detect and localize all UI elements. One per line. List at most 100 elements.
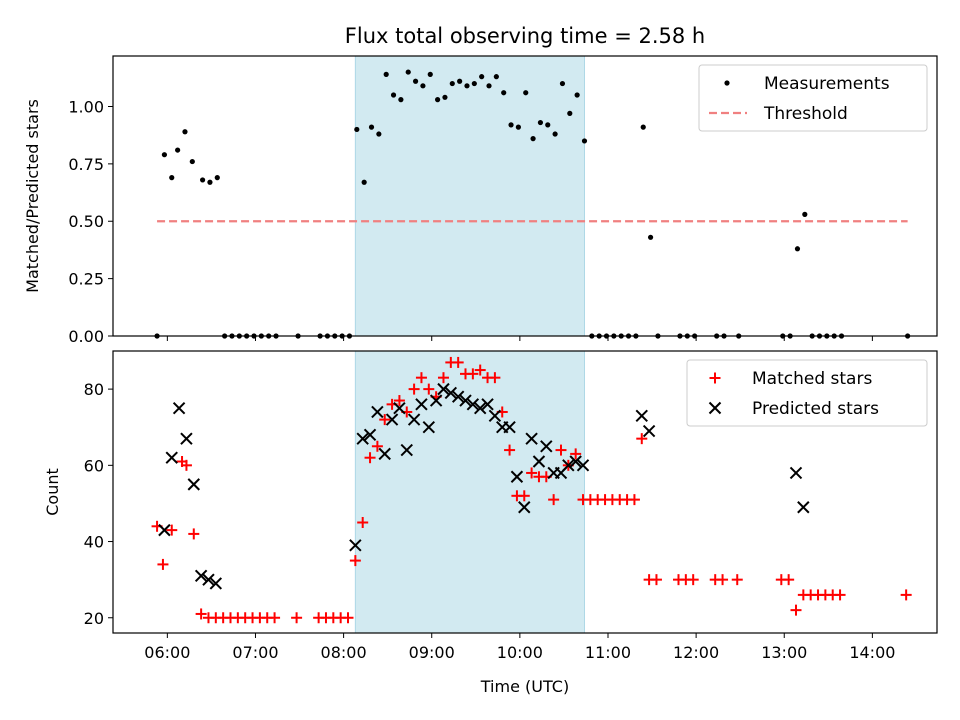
y-tick-label: 0.00 — [68, 327, 104, 346]
x-tick-label: 14:00 — [849, 643, 895, 662]
x-stroke — [635, 409, 648, 422]
measurement-point — [214, 175, 220, 181]
predicted-star-point — [363, 428, 377, 442]
top-panel: 0.00 0.25 0.50 0.75 1.00 Matched/Predicted st… — [23, 55, 938, 346]
measurement-point — [486, 83, 492, 89]
predicted-star-point — [400, 443, 413, 457]
predicted-star-point — [562, 459, 575, 472]
predicted-star-point — [503, 421, 516, 434]
matched-star-point — [437, 372, 449, 384]
measurement-point — [383, 71, 389, 77]
matched-star-point — [504, 444, 516, 456]
predicted-star-point — [371, 405, 384, 419]
predicted-star-point — [540, 440, 553, 453]
x-stroke — [393, 401, 406, 415]
predicted-star-point — [525, 432, 538, 445]
x-stroke — [481, 398, 494, 411]
y-tick-label: 80 — [84, 380, 104, 399]
predicted-star-point — [202, 573, 215, 586]
x-stroke — [525, 432, 538, 445]
x-stroke — [363, 428, 377, 442]
predicted-star-point — [444, 386, 458, 400]
legend-label: Matched stars — [752, 369, 872, 389]
x-stroke — [642, 424, 656, 438]
matched-star-point — [717, 574, 729, 586]
x-stroke — [349, 539, 362, 552]
figure-title: Flux total observing time = 2.58 h — [345, 24, 705, 48]
x-stroke — [466, 398, 480, 411]
measurement-point — [537, 119, 544, 126]
legend-marker-dot — [724, 80, 730, 86]
matched-star-point — [628, 494, 640, 506]
predicted-star-point — [407, 413, 421, 426]
measurement-point — [449, 80, 455, 87]
measurement-point — [508, 122, 514, 128]
x-stroke — [444, 386, 458, 400]
measurement-point — [420, 83, 426, 89]
legend-marker-x — [708, 401, 722, 415]
legend: Measurements Threshold — [698, 64, 928, 132]
matched-star-point — [393, 395, 405, 407]
measurement-point — [405, 69, 411, 75]
measurement-point — [802, 211, 808, 217]
predicted-star-point — [356, 432, 369, 445]
matched-star-point — [467, 368, 479, 380]
x-stroke — [562, 459, 575, 472]
x-stroke — [172, 401, 186, 415]
measurement-point — [493, 74, 499, 80]
measurement-point — [412, 78, 419, 84]
predicted-star-point — [187, 478, 200, 491]
x-stroke — [158, 523, 171, 537]
x-stroke — [194, 569, 208, 583]
x-stroke — [385, 413, 399, 426]
predicted-star-point — [459, 394, 472, 407]
y-tick-label: 0.75 — [68, 155, 104, 174]
x-tick-label: 12:00 — [673, 643, 719, 662]
x-tick-label: 09:00 — [409, 643, 455, 662]
measurement-point — [169, 175, 175, 181]
measurement-point — [479, 74, 485, 80]
x-tick-label: 10:00 — [497, 643, 543, 662]
x-tick-label: 06:00 — [144, 643, 190, 662]
matched-star-point — [291, 612, 303, 624]
matched-star-point — [518, 490, 530, 502]
series-predicted-stars — [158, 382, 810, 590]
predicted-star-point — [172, 401, 186, 415]
predicted-star-point — [635, 409, 648, 422]
measurement-point — [471, 80, 477, 87]
predicted-star-point — [488, 409, 502, 422]
y-tick-label: 1.00 — [68, 97, 104, 116]
x-stroke — [356, 432, 369, 445]
predicted-star-point — [349, 539, 362, 552]
x-stroke — [540, 440, 553, 453]
measurement-point — [435, 97, 441, 103]
matched-star-point — [452, 356, 464, 368]
x-stroke — [202, 573, 215, 586]
measurement-point — [552, 131, 558, 137]
measurement-point — [427, 71, 433, 77]
predicted-star-point — [415, 398, 428, 411]
matched-star-point — [790, 604, 802, 616]
x-stroke — [165, 451, 178, 464]
x-tick-label: 11:00 — [585, 643, 631, 662]
matched-star-point — [570, 448, 582, 460]
predicted-star-point — [165, 451, 178, 464]
matched-star-point — [687, 574, 699, 586]
measurement-point — [354, 126, 360, 133]
predicted-star-point — [194, 569, 208, 583]
x-tick-label: 08:00 — [321, 643, 367, 662]
x-stroke — [510, 470, 524, 483]
x-stroke — [789, 466, 803, 480]
legend: Matched stars Predicted stars — [686, 359, 928, 427]
measurement-point — [161, 152, 168, 158]
measurement-point — [207, 179, 213, 185]
measurement-point — [464, 83, 470, 89]
predicted-star-point — [385, 413, 399, 426]
predicted-star-point — [158, 523, 171, 537]
matched-star-point — [379, 414, 391, 426]
matched-star-point — [188, 528, 200, 540]
matched-star-point — [783, 574, 795, 586]
measurement-point — [567, 110, 573, 116]
x-stroke — [532, 455, 546, 468]
matched-star-point — [357, 516, 369, 528]
